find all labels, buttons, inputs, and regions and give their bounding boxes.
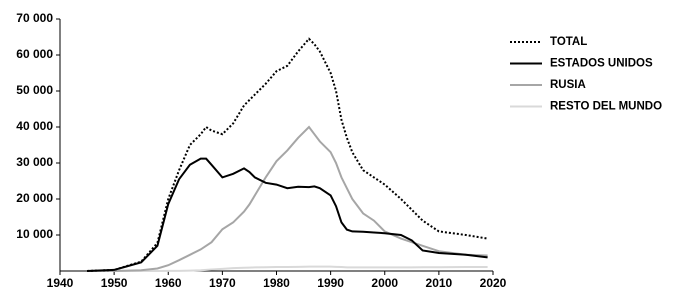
legend-label: ESTADOS UNIDOS (550, 58, 653, 70)
legend: TOTAL ESTADOS UNIDOS RUSIA RESTO DEL MUNDO (510, 36, 662, 113)
x-tick-label: 2000 (371, 276, 398, 290)
x-tick-label: 1990 (317, 276, 344, 290)
y-tick-label: 20 000 (16, 191, 53, 205)
y-tick-label: 30 000 (16, 155, 53, 169)
series-line (87, 125, 488, 272)
series-line (87, 37, 488, 272)
x-tick-label: 1970 (209, 276, 236, 290)
legend-label: RUSIA (550, 79, 586, 91)
legend-label: TOTAL (550, 36, 587, 48)
x-tick-label: 1950 (101, 276, 128, 290)
y-tick-label: 50 000 (16, 83, 53, 97)
y-tick-label: 10 000 (16, 227, 53, 241)
series-line (87, 157, 488, 272)
x-tick-label: 2010 (426, 276, 453, 290)
series-line (87, 265, 488, 272)
x-tick-label: 1940 (47, 276, 74, 290)
y-tick-label: 40 000 (16, 119, 53, 133)
y-tick-label: 60 000 (16, 47, 53, 61)
x-tick-label: 2020 (480, 276, 507, 290)
legend-label: RESTO DEL MUNDO (550, 101, 662, 113)
x-tick-label: 1960 (155, 276, 182, 290)
y-tick-label: 70 000 (16, 11, 53, 25)
x-tick-label: 1980 (263, 276, 290, 290)
